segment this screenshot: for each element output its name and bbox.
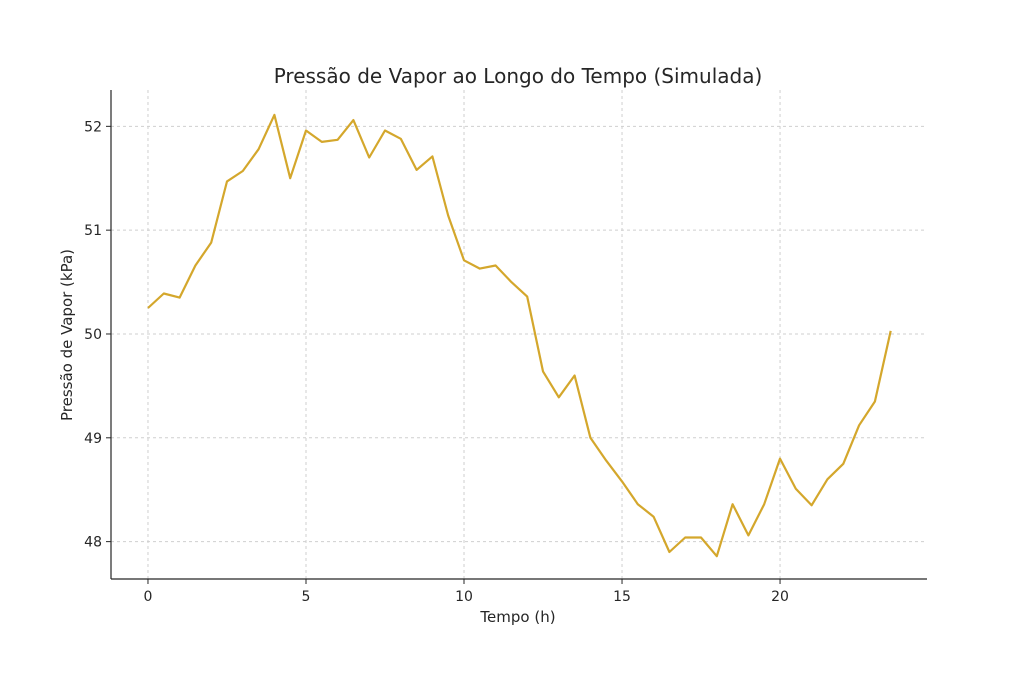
series: [147, 113, 892, 558]
y-tick-label: 51: [84, 223, 102, 239]
chart-title: Pressão de Vapor ao Longo do Tempo (Simu…: [274, 64, 763, 88]
grid: [111, 90, 927, 579]
x-tick-label: 15: [613, 589, 631, 605]
x-tick-label: 5: [302, 589, 311, 605]
x-tick-label: 0: [144, 589, 153, 605]
x-tick-label: 20: [771, 589, 789, 605]
x-tick-label: 10: [455, 589, 473, 605]
y-tick-label: 50: [84, 327, 102, 343]
series-line: [147, 113, 892, 558]
axes: [106, 90, 927, 584]
y-axis-label: Pressão de Vapor (kPa): [58, 249, 76, 421]
x-axis-label: Tempo (h): [479, 608, 555, 626]
tick-labels: 0 5 10 15 20 48 49 50 51 52: [84, 119, 789, 605]
y-tick-label: 48: [84, 535, 102, 551]
y-tick-label: 49: [84, 431, 102, 447]
y-tick-label: 52: [84, 119, 102, 135]
